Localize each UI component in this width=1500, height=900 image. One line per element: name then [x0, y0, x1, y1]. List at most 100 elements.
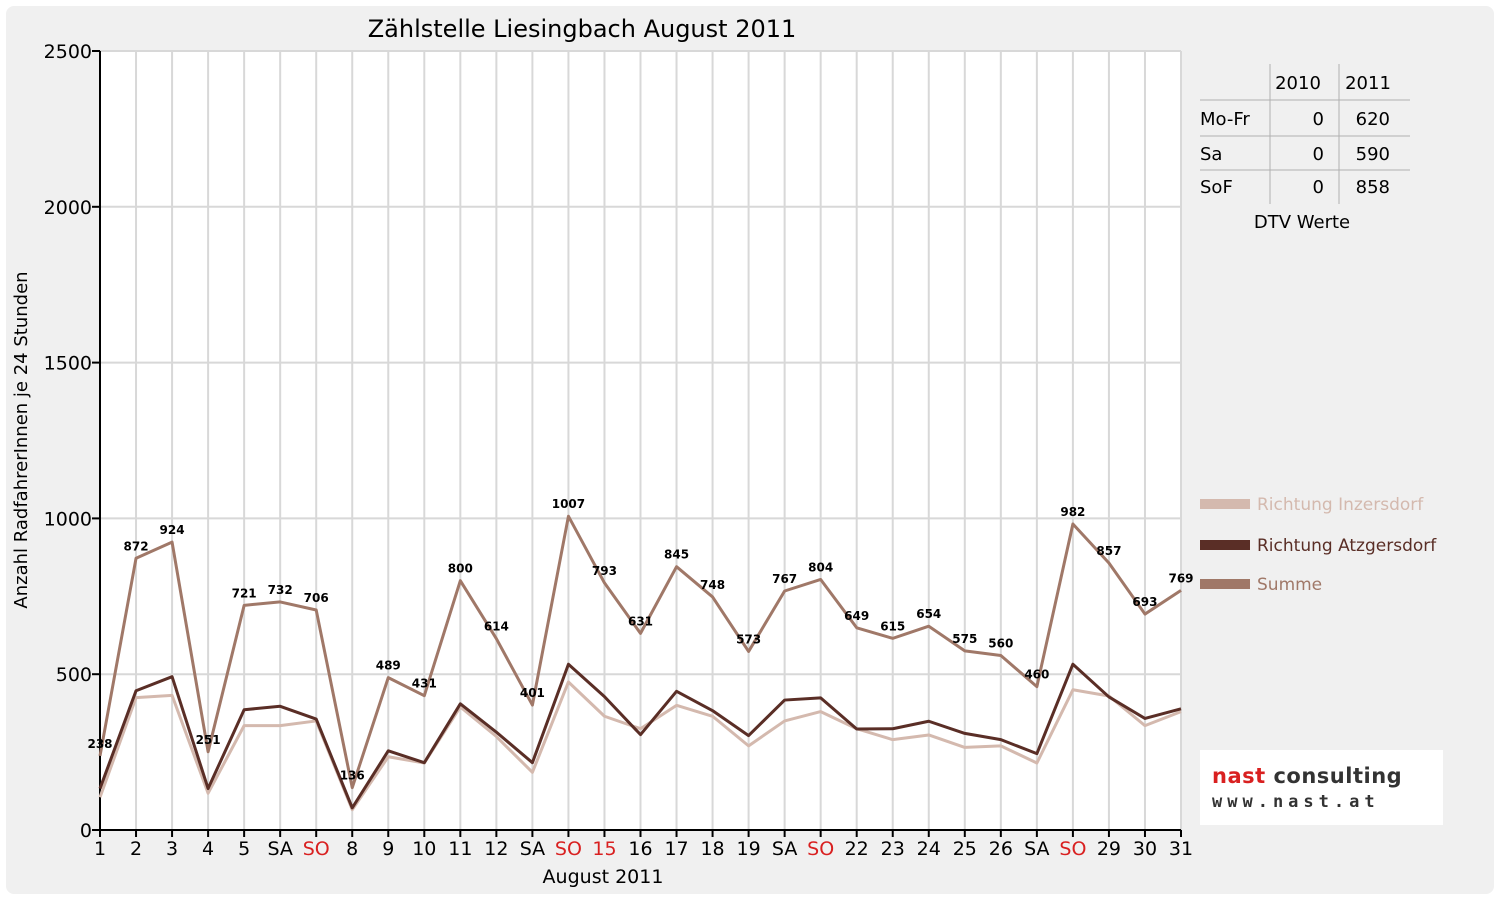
data-label: 1007	[552, 497, 585, 511]
x-tick-label: SO	[1059, 838, 1086, 860]
legend-swatch	[1200, 579, 1250, 589]
data-label: 800	[448, 562, 473, 576]
data-label: 401	[520, 686, 545, 700]
data-label: 872	[124, 539, 149, 553]
data-label: 693	[1132, 595, 1157, 609]
company-logo: nast consulting www.nast.at	[1200, 750, 1443, 825]
data-label: 251	[196, 733, 221, 747]
x-tick-label: SO	[303, 838, 330, 860]
logo-url: www.nast.at	[1212, 792, 1380, 812]
x-tick-label: SA	[267, 838, 292, 860]
y-tick-label: 500	[56, 664, 92, 686]
dtv-table: 2010 2011 Mo-Fr 0 620 Sa 0 590 SoF 0 858…	[1200, 64, 1410, 233]
y-axis-label: Anzahl RadfahrerInnen je 24 Stunden	[11, 271, 32, 608]
y-tick-label: 1000	[44, 508, 92, 530]
x-tick-label: 23	[881, 838, 905, 860]
data-label: 136	[340, 769, 365, 783]
x-tick-label: 24	[917, 838, 941, 860]
x-tick-label: 22	[845, 838, 869, 860]
dtv-value-2011: 590	[1356, 144, 1390, 165]
data-label: 845	[664, 548, 689, 562]
dtv-value-2010: 0	[1313, 177, 1324, 198]
dtv-header-2010: 2010	[1275, 73, 1321, 94]
data-label: 793	[592, 564, 617, 578]
y-tick-label: 0	[80, 820, 92, 842]
x-tick-label: 10	[412, 838, 436, 860]
data-labels: 238 872 924 251 721 732 706 136 489 431 800 614 401 1…	[87, 497, 1193, 782]
y-tick-label: 2000	[44, 197, 92, 219]
data-label: 614	[484, 620, 509, 634]
legend: Richtung Inzersdorf Richtung Atzgersdorf S…	[1200, 495, 1437, 595]
data-label: 924	[160, 523, 185, 537]
series-line-2	[98, 662, 1182, 810]
x-tick-label: 31	[1169, 838, 1193, 860]
legend-label: Richtung Inzersdorf	[1257, 495, 1424, 515]
data-label: 238	[87, 737, 112, 751]
x-tick-label: 25	[953, 838, 977, 860]
series-line-3	[98, 514, 1182, 790]
data-label: 721	[232, 586, 257, 600]
x-tick-label: 26	[989, 838, 1013, 860]
logo-name: nast consulting	[1212, 764, 1403, 788]
dtv-row-label: SoF	[1200, 177, 1233, 198]
x-tick-label: 18	[700, 838, 724, 860]
x-tick-label: 4	[202, 838, 214, 860]
data-label: 857	[1096, 544, 1121, 558]
y-tick-label: 1500	[44, 353, 92, 375]
data-label: 767	[772, 572, 797, 586]
x-tick-label: 8	[346, 838, 358, 860]
x-tick-label: 3	[166, 838, 178, 860]
grid	[100, 50, 1182, 830]
series-lines	[98, 514, 1182, 812]
x-tick-label: 15	[592, 838, 616, 860]
dtv-value-2011: 620	[1356, 109, 1390, 130]
data-label: 575	[952, 632, 977, 646]
x-tick-label: SA	[1024, 838, 1049, 860]
x-tick-label: SO	[807, 838, 834, 860]
x-tick-label: 29	[1097, 838, 1121, 860]
x-tick-label: 11	[448, 838, 472, 860]
dtv-value-2010: 0	[1313, 109, 1324, 130]
x-tick-label: 16	[628, 838, 652, 860]
dtv-header-2011: 2011	[1345, 73, 1391, 94]
data-label: 560	[988, 637, 1013, 651]
x-tick-label: 12	[484, 838, 508, 860]
x-tick-label: 5	[238, 838, 250, 860]
data-label: 631	[628, 614, 653, 628]
x-tick-label: SA	[520, 838, 545, 860]
dtv-value-2010: 0	[1313, 144, 1324, 165]
chart-title: Zählstelle Liesingbach August 2011	[368, 15, 797, 43]
data-label: 431	[412, 677, 437, 691]
data-label: 460	[1024, 668, 1049, 682]
x-tick-label: SO	[555, 838, 582, 860]
x-tick-label: 30	[1133, 838, 1157, 860]
data-label: 748	[700, 578, 725, 592]
x-tick-label: SA	[772, 838, 797, 860]
legend-label: Summe	[1257, 575, 1322, 595]
data-label: 573	[736, 632, 761, 646]
data-label: 649	[844, 609, 869, 623]
x-tick-label: 19	[737, 838, 761, 860]
legend-swatch	[1200, 499, 1250, 509]
data-label: 769	[1168, 571, 1193, 585]
dtv-row-label: Mo-Fr	[1200, 109, 1250, 130]
x-tick-label: 2	[130, 838, 142, 860]
x-tick-label: 1	[94, 838, 106, 860]
data-label: 654	[916, 607, 941, 621]
x-tick-label: 9	[382, 838, 394, 860]
legend-swatch	[1200, 540, 1250, 550]
y-tick-label: 2500	[44, 41, 92, 63]
dtv-caption: DTV Werte	[1254, 212, 1350, 233]
data-label: 615	[880, 619, 905, 633]
data-label: 489	[376, 659, 401, 673]
data-label: 706	[304, 591, 329, 605]
x-tick-label: 17	[664, 838, 688, 860]
series-line-1	[98, 680, 1182, 812]
data-label: 804	[808, 560, 833, 574]
x-axis-label: August 2011	[543, 866, 664, 888]
data-label: 982	[1060, 505, 1085, 519]
legend-label: Richtung Atzgersdorf	[1257, 536, 1437, 556]
dtv-value-2011: 858	[1356, 177, 1390, 198]
